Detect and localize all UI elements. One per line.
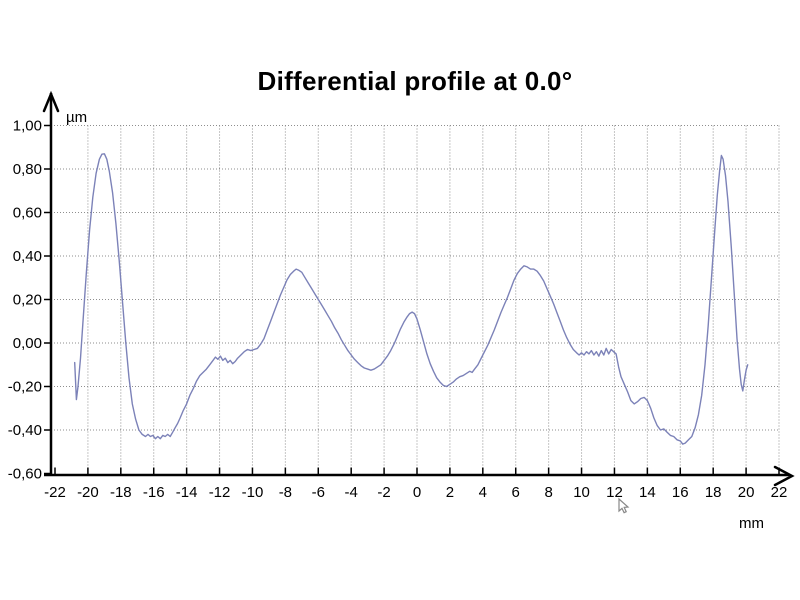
y-tick-label: 0,60 xyxy=(13,205,42,222)
x-tick-label: -22 xyxy=(44,484,66,501)
x-tick-label: -4 xyxy=(345,484,358,501)
y-tick-label: -0,60 xyxy=(8,466,42,483)
y-tick-label: 0,40 xyxy=(13,248,42,265)
x-tick-label: 20 xyxy=(738,484,755,501)
x-axis-arrow-icon xyxy=(773,465,795,487)
x-tick-label: -6 xyxy=(312,484,325,501)
x-tick-label: 4 xyxy=(479,484,487,501)
x-tick-label: -18 xyxy=(110,484,132,501)
y-tick-label: 0,00 xyxy=(13,335,42,352)
x-tick-label: -12 xyxy=(209,484,231,501)
y-tick-label: 1,00 xyxy=(13,118,42,135)
page-title: Differential profile at 0.0° xyxy=(257,66,573,96)
x-tick-label: -2 xyxy=(377,484,390,501)
x-unit-label: mm xyxy=(739,515,764,532)
x-tick-label: 2 xyxy=(446,484,454,501)
x-tick-label: 8 xyxy=(544,484,552,501)
x-tick-label: -20 xyxy=(77,484,99,501)
x-tick-label: -10 xyxy=(242,484,264,501)
y-tick-label: 0,80 xyxy=(13,161,42,178)
x-tick-label: -14 xyxy=(176,484,198,501)
x-tick-label: 18 xyxy=(705,484,722,501)
x-tick-label: 0 xyxy=(413,484,421,501)
mouse-cursor-icon xyxy=(618,497,630,514)
x-tick-label: 16 xyxy=(672,484,689,501)
x-tick-label: 14 xyxy=(639,484,656,501)
y-axis-arrow-icon xyxy=(42,90,60,113)
x-tick-label: 6 xyxy=(512,484,520,501)
x-tick-label: -8 xyxy=(279,484,292,501)
x-tick-label: 12 xyxy=(606,484,623,501)
y-tick-label: -0,40 xyxy=(8,422,42,439)
x-tick-label: -16 xyxy=(143,484,165,501)
x-tick-label: 22 xyxy=(771,484,788,501)
profile-line xyxy=(73,153,749,445)
x-tick-label: 10 xyxy=(573,484,590,501)
y-tick-label: 0,20 xyxy=(13,292,42,309)
y-unit-label: µm xyxy=(66,109,87,126)
y-tick-label: -0,20 xyxy=(8,379,42,396)
